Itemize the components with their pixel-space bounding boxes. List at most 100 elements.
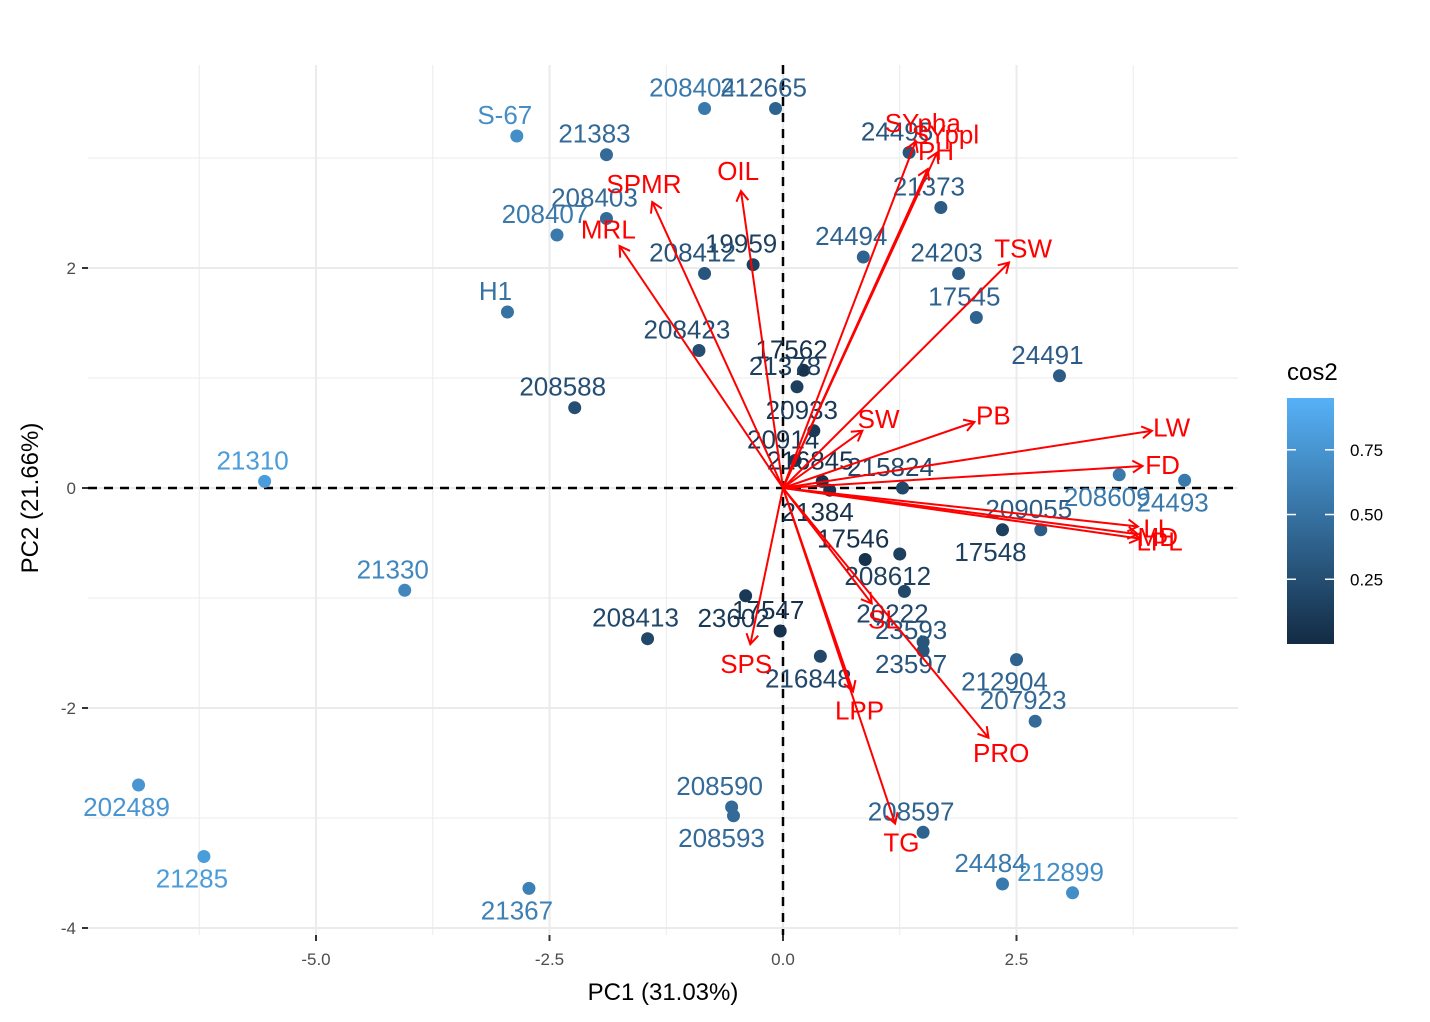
variable-label-SW: SW bbox=[858, 404, 900, 434]
point-208412 bbox=[698, 267, 712, 280]
arrow-SYpha bbox=[782, 139, 919, 489]
variable-label-TG: TG bbox=[883, 827, 919, 857]
point-label-20914: 20914 bbox=[747, 425, 819, 455]
point-17546 bbox=[858, 553, 872, 566]
point-label-207923: 207923 bbox=[980, 685, 1067, 715]
y-tick-label: -4 bbox=[61, 919, 76, 938]
point-label-17546: 17546 bbox=[817, 524, 889, 554]
arrow-LW bbox=[782, 425, 1154, 489]
y-tick-label: 0 bbox=[67, 479, 76, 498]
point-label-208404: 208404 bbox=[649, 73, 736, 103]
arrow-PRO bbox=[782, 487, 990, 740]
point-S-67 bbox=[510, 129, 524, 143]
point-label-212665: 212665 bbox=[720, 73, 807, 103]
point-208413 bbox=[641, 632, 655, 646]
point-label-208413: 208413 bbox=[592, 603, 679, 633]
point-17548 bbox=[995, 523, 1009, 537]
y-axis-title: PC2 (21.66%) bbox=[17, 423, 44, 574]
point-label-S-67: S-67 bbox=[477, 100, 532, 130]
arrow-PB bbox=[782, 418, 977, 489]
point-label-24491: 24491 bbox=[1011, 340, 1083, 370]
variable-label-PH: PH bbox=[918, 136, 954, 166]
variable-label-FD: FD bbox=[1145, 450, 1180, 480]
point-label-24484: 24484 bbox=[954, 848, 1026, 878]
point-24491 bbox=[1052, 369, 1066, 383]
point-212665 bbox=[769, 102, 783, 115]
variable-label-LPP: LPP bbox=[835, 695, 884, 725]
point-21367 bbox=[522, 881, 536, 895]
variable-label-SL: SL bbox=[868, 604, 900, 634]
point-label-208412: 208412 bbox=[649, 238, 736, 268]
legend-title: cos2 bbox=[1287, 359, 1338, 386]
x-axis-title: PC1 (31.03%) bbox=[588, 979, 739, 1006]
point-label-21330: 21330 bbox=[357, 554, 429, 584]
point-24494 bbox=[856, 250, 870, 264]
point-label-208588: 208588 bbox=[519, 372, 606, 402]
point-20222 bbox=[897, 584, 911, 598]
legend-tick-label: 0.75 bbox=[1350, 441, 1383, 460]
arrow-PH bbox=[782, 167, 931, 489]
point-208609 bbox=[1112, 468, 1126, 482]
arrow-MRL bbox=[618, 244, 784, 489]
reference-lines bbox=[88, 65, 1238, 935]
variable-label-SYpha: SYpha bbox=[885, 108, 962, 138]
point-label-24495: 24495 bbox=[861, 117, 933, 147]
point-21330 bbox=[398, 583, 412, 597]
arrow-LL bbox=[782, 487, 1140, 533]
point-21383 bbox=[599, 148, 613, 162]
variable-label-OIL: OIL bbox=[717, 156, 759, 186]
point-label-208612: 208612 bbox=[844, 561, 931, 591]
point-label-23593: 23593 bbox=[875, 615, 947, 645]
legend-colorbar bbox=[1287, 398, 1334, 644]
x-tick-label: 2.5 bbox=[1005, 950, 1029, 969]
legend: cos2 0.75 0.50 0.25 bbox=[1287, 359, 1383, 644]
point-21378 bbox=[790, 380, 804, 394]
point-label-H1: H1 bbox=[479, 276, 512, 306]
point-label-21373: 21373 bbox=[893, 172, 965, 202]
point-24484 bbox=[995, 877, 1009, 891]
point-17547 bbox=[773, 624, 787, 638]
point-label-21367: 21367 bbox=[481, 895, 553, 925]
point-209055 bbox=[1034, 523, 1048, 537]
point-208593 bbox=[726, 809, 740, 823]
point-label-17547: 17547 bbox=[732, 595, 804, 625]
point-label-208597: 208597 bbox=[868, 796, 955, 826]
variable-label-MRL: MRL bbox=[581, 214, 636, 244]
point-208612 bbox=[893, 547, 907, 561]
point-label-208403: 208403 bbox=[551, 183, 638, 213]
point-208407 bbox=[550, 228, 564, 242]
point-label-21383: 21383 bbox=[558, 119, 630, 149]
point-215824 bbox=[896, 481, 910, 495]
point-207923 bbox=[1028, 714, 1042, 728]
point-208597 bbox=[916, 825, 930, 839]
legend-tick-label: 0.50 bbox=[1350, 506, 1383, 525]
point-17545 bbox=[969, 311, 983, 324]
variable-label-LL: LL bbox=[1143, 514, 1172, 544]
arrow-FD bbox=[782, 459, 1145, 489]
y-tick-label: 2 bbox=[67, 259, 76, 278]
arrow-SW bbox=[782, 429, 864, 489]
arrow-LPL bbox=[782, 487, 1142, 545]
variable-label-SPMR: SPMR bbox=[606, 169, 681, 199]
variable-label-LPL: LPL bbox=[1136, 526, 1182, 556]
point-24493 bbox=[1178, 473, 1192, 487]
point-21285 bbox=[197, 850, 211, 863]
point-17562 bbox=[797, 363, 811, 377]
x-tick-label: -2.5 bbox=[535, 950, 564, 969]
point-label-17562: 17562 bbox=[755, 334, 827, 364]
point-label-212899: 212899 bbox=[1017, 857, 1104, 887]
legend-tick-label: 0.25 bbox=[1350, 570, 1383, 589]
point-23602 bbox=[739, 589, 753, 603]
point-label-20933: 20933 bbox=[766, 395, 838, 425]
point-208404 bbox=[698, 102, 712, 115]
point-208403 bbox=[599, 212, 613, 225]
point-208423 bbox=[692, 344, 706, 357]
point-21373 bbox=[934, 201, 948, 214]
point-21310 bbox=[258, 474, 272, 488]
point-212904 bbox=[1010, 653, 1023, 667]
arrow-SPMR bbox=[649, 200, 784, 489]
arrow-TSW bbox=[782, 261, 1011, 489]
